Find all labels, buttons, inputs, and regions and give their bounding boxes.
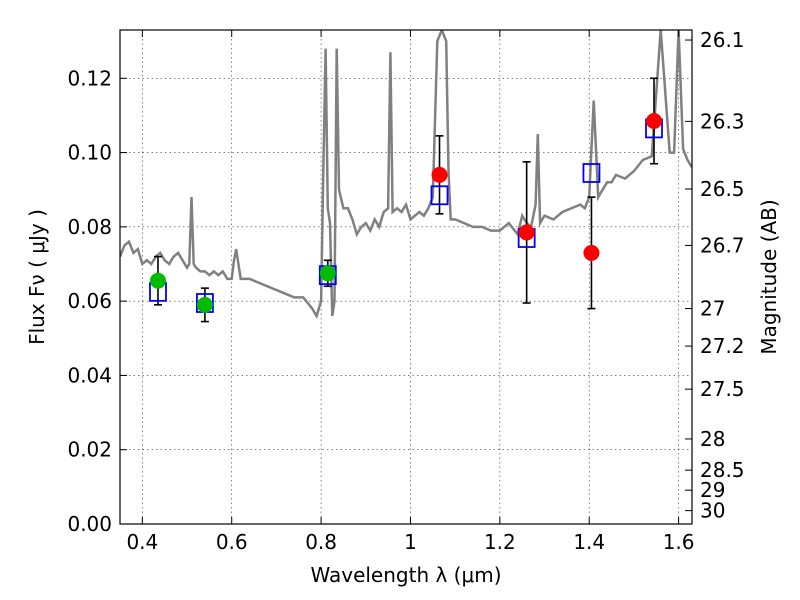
y2-tick-label: 26.3 [700, 109, 745, 133]
plot-area [120, 30, 692, 323]
data-point [518, 224, 535, 241]
y2-tick-label: 26.1 [700, 28, 745, 52]
data-point [583, 244, 600, 261]
x-tick-label: 1.2 [484, 530, 516, 554]
grid [120, 30, 692, 525]
y2-tick-label: 27.2 [700, 334, 745, 358]
model-photometry-box [582, 163, 601, 183]
y-tick-label: 0.08 [67, 215, 112, 239]
x-axis-ticks: 0.4 0.6 0.8 1 1.2 1.4 1.6 [126, 30, 695, 554]
data-point [149, 272, 166, 289]
y-tick-label: 0.04 [67, 363, 112, 387]
y-tick-label: 0.00 [67, 512, 112, 536]
y2-tick-label: 30 [700, 499, 725, 523]
x-tick-label: 1.6 [663, 530, 695, 554]
y-tick-label: 0.10 [67, 141, 112, 165]
x-tick-label: 0.4 [126, 530, 158, 554]
y-axis-ticks: 0.00 0.02 0.04 0.06 0.08 0.10 0.12 [67, 66, 127, 536]
y-tick-label: 0.02 [67, 438, 112, 462]
data-point [196, 296, 213, 313]
x-tick-label: 1 [404, 530, 417, 554]
y-tick-label: 0.06 [67, 289, 112, 313]
y2-axis-label: Magnitude (AB) [757, 199, 781, 354]
y2-tick-label: 29 [700, 478, 725, 502]
data-point [319, 265, 336, 282]
y2-tick-label: 27 [700, 297, 725, 321]
y2-tick-label: 26.5 [700, 177, 745, 201]
data-point [431, 166, 448, 183]
y-axis-label: Flux Fν ( μJy ) [25, 209, 49, 345]
x-axis-label: Wavelength λ (μm) [310, 563, 501, 587]
y2-tick-label: 27.5 [700, 377, 745, 401]
y2-tick-label: 28.5 [700, 458, 745, 482]
y-tick-label: 0.12 [67, 66, 112, 90]
model-photometry-boxes [149, 118, 663, 313]
x-tick-label: 0.6 [216, 530, 248, 554]
x-tick-label: 1.4 [573, 530, 605, 554]
plot-frame [119, 29, 693, 525]
model-spectrum-line [120, 30, 692, 320]
model-photometry-box [430, 185, 449, 206]
y2-tick-label: 28 [700, 427, 725, 451]
y2-tick-label: 26.7 [700, 233, 745, 257]
data-point [646, 113, 663, 129]
error-bars [153, 77, 659, 323]
x-tick-label: 0.8 [305, 530, 337, 554]
observed-points [149, 113, 663, 313]
